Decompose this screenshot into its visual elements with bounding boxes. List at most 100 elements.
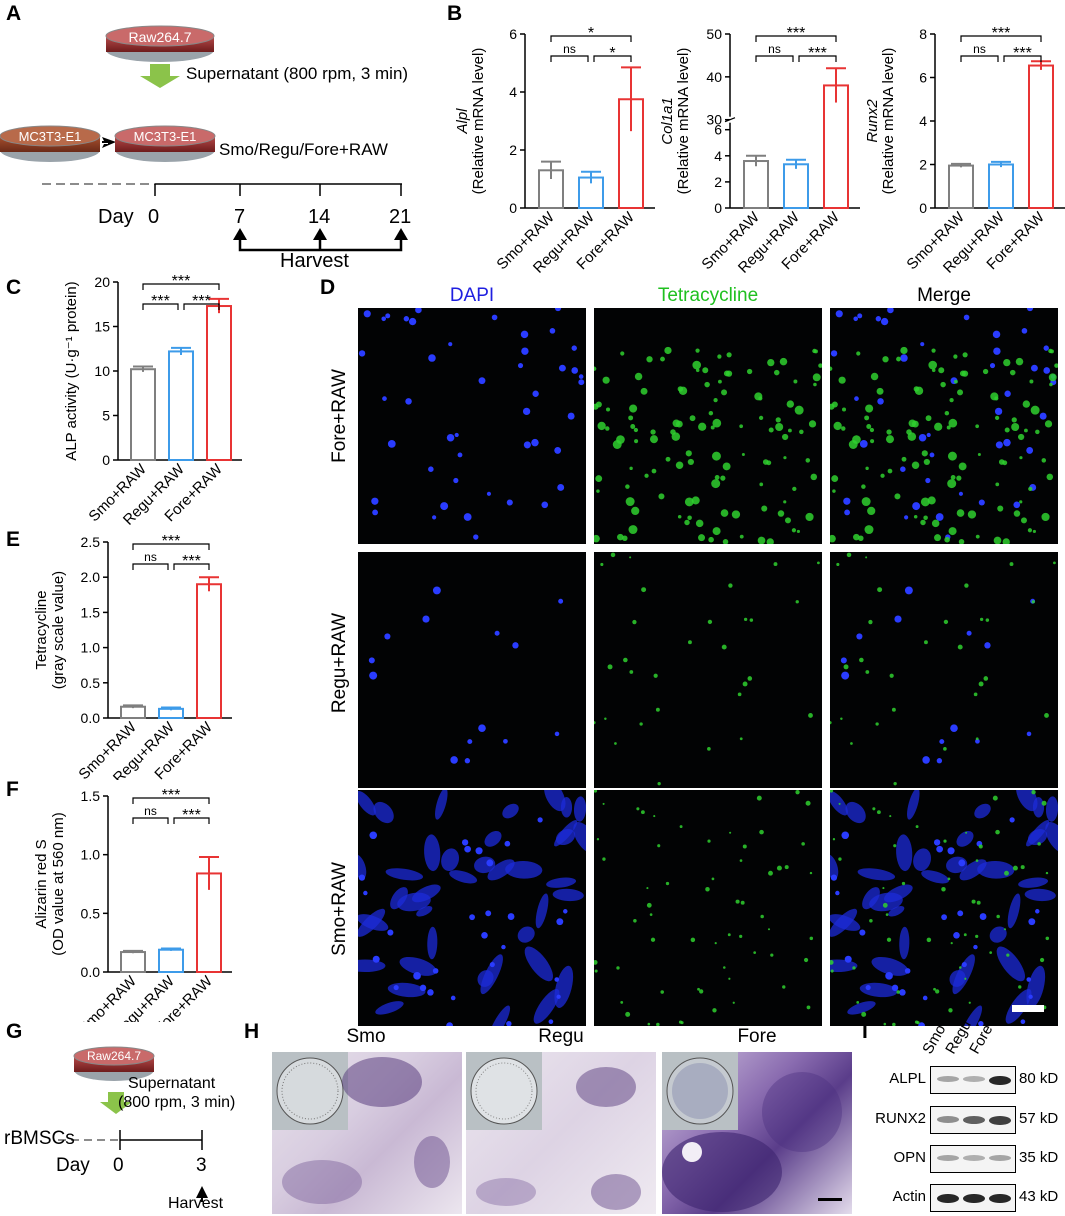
y-tick-label: 0 [919, 200, 927, 216]
significance-bracket [755, 35, 837, 42]
panel-label-c: C [6, 276, 22, 299]
schematic-g [58, 1046, 208, 1202]
panel-label-a: A [6, 2, 22, 25]
significance-label: *** [808, 45, 827, 62]
dish-mc3t3-left [0, 125, 101, 162]
dish-raw264-g [73, 1046, 155, 1081]
significance-label: ns [563, 42, 576, 56]
well-inset-regu [466, 1052, 542, 1130]
panel-label-h: H [244, 1020, 260, 1043]
bar-smo-raw [120, 951, 146, 973]
scale-bar-h [818, 1198, 842, 1201]
blot-band [937, 1116, 959, 1123]
well-inset-fore [662, 1052, 738, 1130]
y-tick-label: 10 [94, 363, 110, 379]
protein-label: Actin [892, 1188, 926, 1205]
dish-raw264-a [105, 25, 215, 62]
y-tick-label: 1.5 [81, 604, 101, 620]
significance-bracket [132, 817, 169, 824]
blot-band [989, 1194, 1011, 1204]
y-tick-label: 2 [919, 157, 927, 173]
panel-label-e: E [6, 528, 21, 551]
y-axis-gene-label: Col1a1 [660, 97, 676, 145]
day-3-g: 3 [196, 1155, 207, 1176]
y-tick-label: 2.0 [81, 569, 101, 585]
well-inset-smo [272, 1052, 348, 1130]
y-tick-label: 30 [706, 112, 722, 128]
significance-label: *** [151, 293, 170, 310]
col-title-dapi: DAPI [449, 285, 495, 306]
blot-band [963, 1155, 985, 1161]
supernatant-text-g1: Supernatant [128, 1075, 216, 1092]
blot-band [963, 1116, 985, 1124]
significance-bracket [593, 55, 632, 62]
y-tick-label: 6 [919, 70, 927, 86]
blot-band [989, 1155, 1011, 1162]
y-axis-label: Alizarin red S [33, 839, 50, 928]
y-tick-label: 0.5 [81, 675, 101, 691]
protein-label: OPN [893, 1149, 926, 1166]
significance-label: *** [192, 293, 211, 310]
significance-label: *** [162, 787, 181, 804]
significance-label: *** [182, 553, 201, 570]
y-tick-label: 1.0 [81, 640, 101, 656]
y-tick-label: 4 [714, 148, 722, 164]
significance-bracket [550, 55, 589, 62]
h-title-fore: Fore [737, 1026, 777, 1047]
bar-fore-raw [196, 583, 222, 719]
y-axis-gene-label: Runx2 [865, 99, 881, 143]
h-title-regu: Regu [538, 1026, 584, 1047]
blot-band [989, 1116, 1011, 1125]
schematic-a [0, 25, 408, 252]
significance-bracket [960, 55, 999, 62]
micrograph-regu-tetracycline [594, 552, 822, 788]
significance-bracket [173, 563, 210, 570]
timeline-day-0: 0 [148, 206, 160, 228]
down-arrow-icon [140, 64, 180, 88]
y-axis-label: (Relative mRNA level) [470, 48, 487, 195]
bar-fore-raw [823, 84, 849, 209]
significance-label: * [588, 25, 594, 42]
significance-bracket [960, 35, 1042, 42]
protein-label: ALPL [889, 1070, 926, 1087]
bar-fore-raw [206, 305, 232, 461]
significance-bracket [142, 283, 220, 290]
significance-bracket [1003, 55, 1042, 62]
chart-tetracycline: 0.0 0.5 1.0 1.5 2.0 2.5 Tetracycline (gray scal… [33, 533, 232, 780]
y-tick-label: 2 [714, 174, 722, 190]
bar-smo-raw [130, 368, 156, 461]
blot-band [937, 1194, 959, 1204]
y-tick-label: 0.5 [81, 905, 101, 921]
dish-label-raw264: Raw264.7 [128, 29, 192, 45]
blot-strip-runx2 [930, 1106, 1016, 1134]
dish-mc3t3-right [114, 125, 216, 162]
significance-label: ns [144, 804, 157, 818]
harvest-label: Harvest [280, 250, 349, 272]
micrograph-smo-tetracycline [594, 790, 822, 1026]
significance-bracket [183, 303, 220, 310]
significance-label: *** [172, 273, 191, 290]
y-tick-label: 0 [714, 200, 722, 216]
y-tick-label: 15 [94, 319, 110, 335]
alp-stain-regu [466, 1052, 656, 1214]
blot-band [963, 1076, 985, 1082]
scale-bar-d [1012, 1005, 1044, 1012]
significance-label: ns [973, 42, 986, 56]
bar-regu-raw [158, 948, 184, 973]
col-title-merge: Merge [917, 285, 971, 306]
dish-label-raw264-g: Raw264.7 [86, 1049, 142, 1063]
timeline-day-label: Day [98, 206, 134, 228]
panel-label-f: F [6, 778, 19, 801]
chart-alizarin: 0.0 0.5 1.0 1.5 Alizarin red S (OD value at 5… [33, 787, 232, 1022]
y-tick-label: 4 [509, 84, 517, 100]
y-tick-label: 4 [919, 113, 927, 129]
significance-bracket [132, 797, 210, 804]
y-tick-label: 1.0 [81, 847, 101, 863]
col-title-tetracycline: Tetracycline [657, 285, 759, 306]
row-label-fore: Fore+RAW [329, 369, 350, 463]
bar-regu-raw [168, 350, 194, 461]
blot-band [963, 1194, 985, 1204]
significance-bracket [798, 55, 837, 62]
